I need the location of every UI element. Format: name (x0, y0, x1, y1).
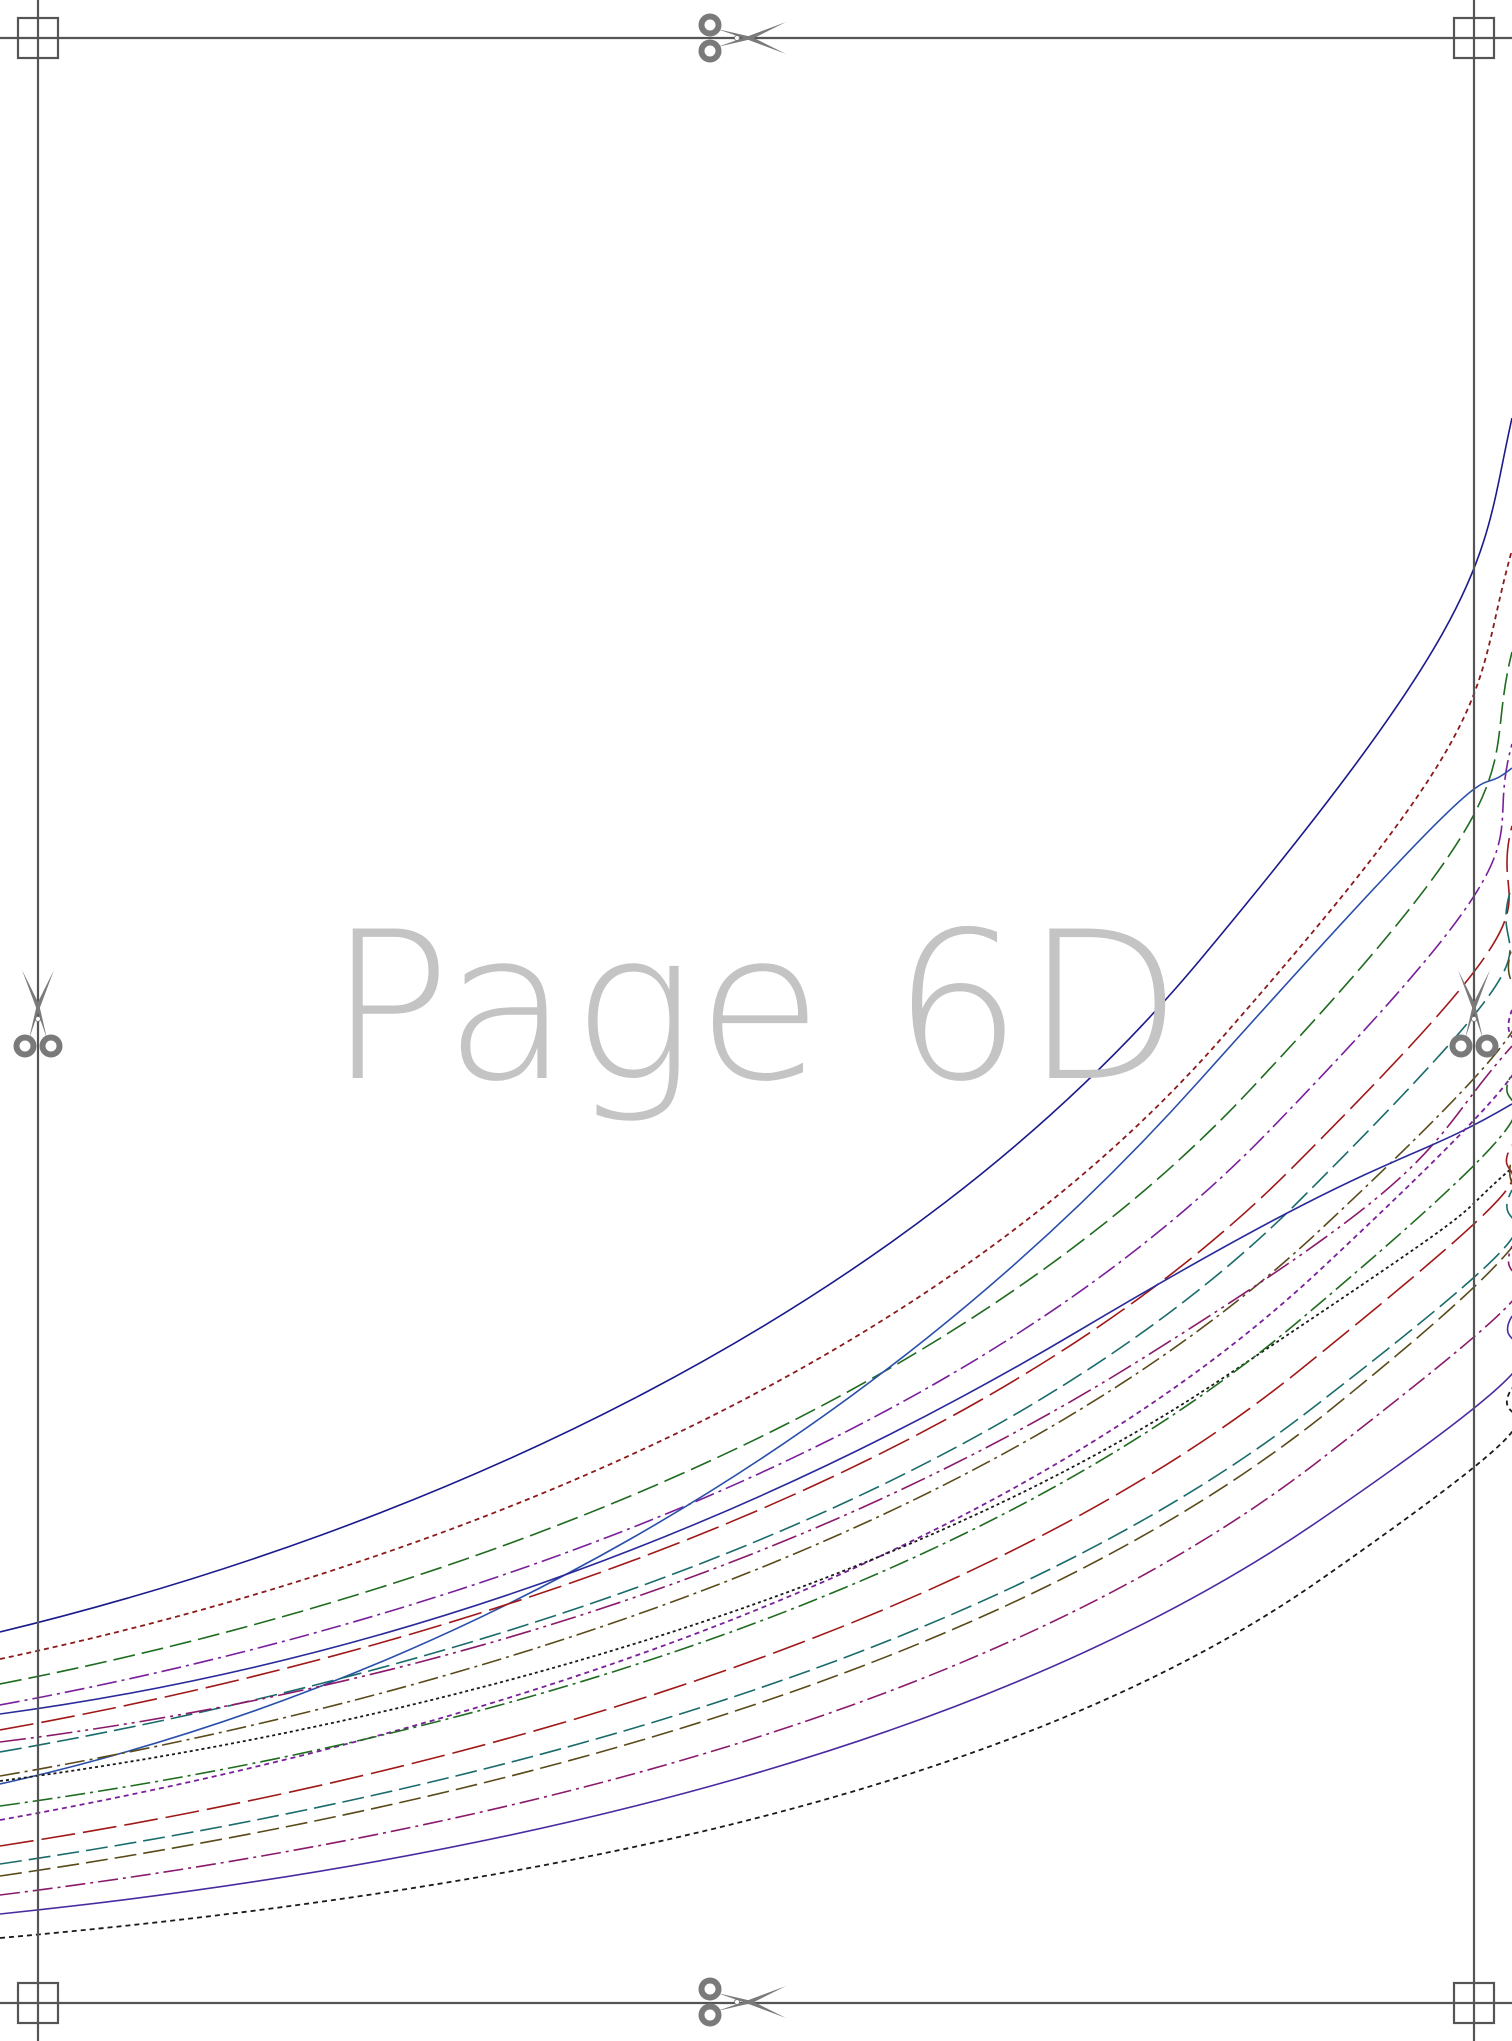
pattern-line-line-09 (0, 1045, 1512, 1743)
pattern-line-line-11 (0, 1009, 1512, 1821)
pattern-line-line-03 (0, 651, 1512, 1685)
pattern-line-line-02 (0, 549, 1512, 1660)
pattern-line-line-14 (0, 1144, 1512, 1847)
page-label: Page 6D (328, 889, 1185, 1127)
pattern-line-line-08 (0, 947, 1512, 1777)
registration-square-icon (16, 1981, 60, 2025)
pattern-line-line-19 (0, 1387, 1512, 1939)
pattern-line-line-05 (0, 767, 1512, 1785)
pattern-curves (0, 417, 1512, 1939)
registration-square-icon (1452, 1981, 1496, 2025)
pattern-line-line-18 (0, 1315, 1512, 1915)
pattern-line-line-16 (0, 1157, 1512, 1877)
pattern-line-line-13 (0, 1073, 1512, 1807)
pattern-line-line-06 (0, 825, 1512, 1731)
pattern-line-line-15 (0, 1189, 1512, 1865)
pattern-line-line-04 (0, 743, 1512, 1706)
pattern-line-line-17 (0, 1245, 1512, 1896)
pattern-line-line-07 (0, 885, 1512, 1753)
registration-square-icon (16, 16, 60, 60)
registration-square-icon (1452, 16, 1496, 60)
pattern-line-line-10 (0, 1103, 1512, 1715)
